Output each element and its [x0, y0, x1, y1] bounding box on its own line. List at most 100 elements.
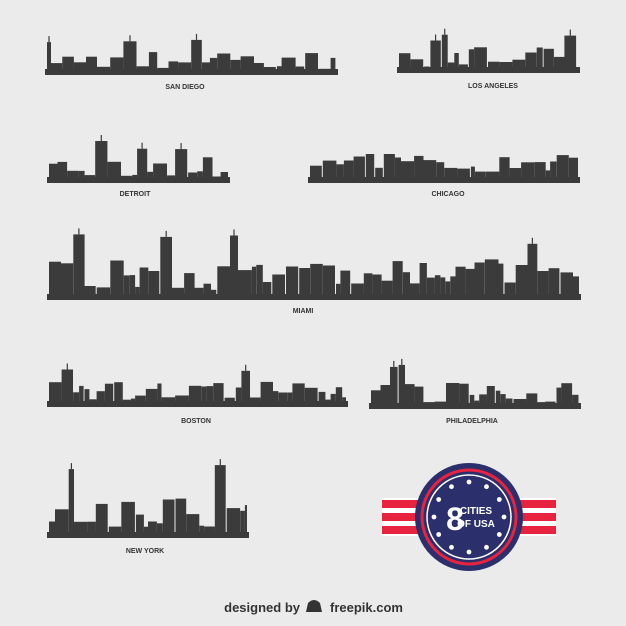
city-label: CHICAGO — [431, 191, 465, 198]
building — [241, 370, 250, 407]
spire — [70, 463, 72, 470]
building — [235, 387, 242, 407]
building — [340, 270, 351, 300]
building — [536, 47, 543, 73]
building — [450, 276, 456, 300]
building — [84, 389, 90, 407]
building — [372, 274, 382, 300]
building — [485, 171, 500, 183]
building — [212, 176, 221, 183]
building — [336, 164, 344, 183]
building — [305, 53, 318, 75]
building — [61, 369, 73, 407]
building — [161, 397, 176, 407]
building — [423, 402, 435, 409]
building — [474, 262, 485, 300]
building — [157, 383, 162, 407]
building — [474, 400, 480, 409]
building — [167, 175, 176, 183]
building — [486, 386, 495, 409]
building — [434, 401, 446, 409]
building — [49, 521, 55, 538]
star — [436, 497, 442, 502]
building — [47, 42, 51, 75]
building — [114, 382, 123, 407]
building — [95, 503, 108, 538]
building — [572, 276, 579, 300]
building — [445, 281, 451, 300]
building — [135, 395, 146, 407]
building — [398, 364, 405, 409]
building — [554, 56, 565, 73]
city-label: LOS ANGELES — [468, 83, 518, 90]
building — [145, 388, 158, 407]
building — [561, 383, 573, 409]
building — [224, 397, 235, 407]
building — [371, 390, 381, 409]
building — [123, 41, 137, 75]
building — [175, 149, 188, 183]
building — [260, 381, 273, 407]
building — [121, 175, 133, 183]
building — [469, 394, 475, 409]
stars — [431, 479, 507, 555]
building — [409, 283, 420, 300]
building — [498, 263, 504, 300]
spire — [444, 28, 446, 35]
building — [220, 172, 228, 183]
building — [186, 514, 200, 538]
building — [211, 289, 217, 300]
building — [447, 62, 455, 73]
building — [256, 264, 263, 300]
star — [431, 514, 437, 520]
seal-ring — [420, 468, 518, 566]
building — [488, 61, 500, 73]
spire — [569, 29, 571, 36]
building — [474, 47, 487, 73]
building — [556, 387, 562, 409]
building — [89, 399, 97, 407]
building — [136, 66, 149, 75]
building — [390, 366, 398, 409]
building — [244, 505, 247, 538]
building — [310, 165, 322, 183]
building — [130, 398, 136, 407]
badge: 8 CITIES OF USA — [382, 463, 556, 571]
spire — [129, 35, 131, 42]
building — [197, 171, 203, 183]
building — [545, 401, 556, 409]
building — [135, 514, 144, 538]
building — [209, 57, 218, 75]
building — [560, 272, 573, 300]
building — [201, 386, 207, 407]
building — [351, 283, 364, 300]
logo — [306, 600, 322, 612]
building — [455, 266, 466, 300]
city-label: DETROIT — [120, 191, 151, 198]
building — [129, 275, 136, 300]
building — [162, 499, 175, 538]
building — [512, 59, 526, 73]
building — [322, 160, 337, 183]
spire — [245, 364, 247, 371]
star — [496, 532, 502, 537]
spire — [180, 143, 182, 150]
building — [499, 157, 510, 183]
building — [521, 162, 535, 183]
building — [230, 59, 241, 75]
building — [470, 166, 475, 183]
spire — [100, 135, 102, 141]
building — [330, 57, 336, 75]
skyline — [47, 459, 249, 538]
building — [319, 68, 331, 75]
building — [419, 263, 427, 300]
spire — [195, 33, 198, 40]
building — [414, 155, 424, 183]
building — [335, 387, 343, 407]
building — [295, 66, 305, 75]
spire — [66, 363, 68, 370]
star — [449, 544, 454, 550]
building — [457, 168, 470, 183]
building — [139, 267, 149, 300]
building — [74, 521, 88, 538]
